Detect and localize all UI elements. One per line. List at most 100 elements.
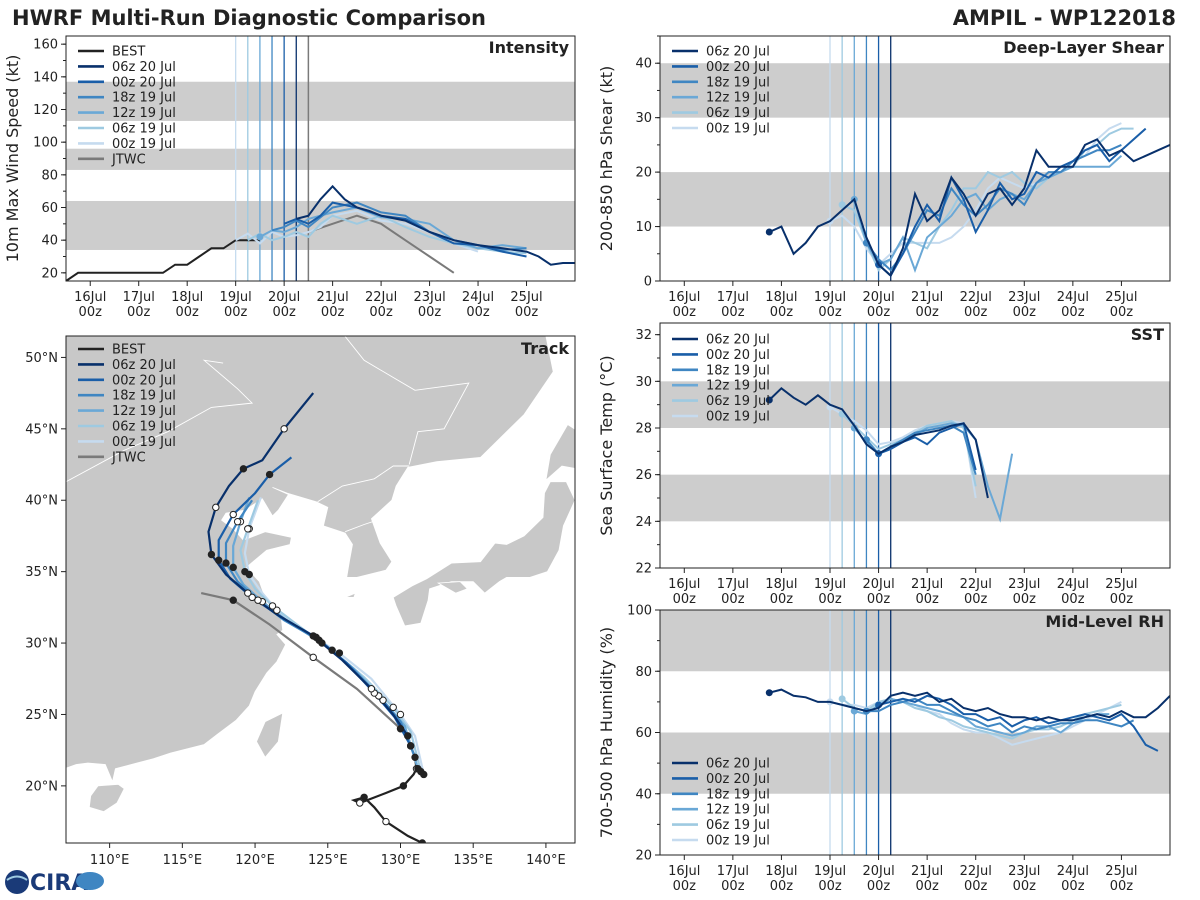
y-tick-label: 20 <box>635 166 652 181</box>
track-line-06z-20-jul <box>207 392 409 737</box>
x-tick-hour: 00z <box>1061 592 1085 607</box>
track-position-marker <box>229 596 237 604</box>
legend-entry: JTWC <box>111 152 146 167</box>
taiwan-land <box>256 712 284 759</box>
map-area <box>66 336 575 843</box>
series-line-06z-20-jul <box>768 138 1170 278</box>
y-axis-label: 700-500 hPa Humidity (%) <box>597 627 616 838</box>
x-tick-date: 24Jul <box>1057 577 1089 592</box>
y-tick-label: 80 <box>41 168 58 183</box>
x-tick-hour: 00z <box>770 305 794 320</box>
track-position-marker <box>411 753 419 762</box>
rh-panel: 2040608010016Jul00z17Jul00z18Jul00z19Jul… <box>597 604 1171 894</box>
track-position-marker <box>244 589 252 597</box>
y-tick-label: 26 <box>635 468 652 483</box>
track-position-marker <box>265 470 274 479</box>
x-tick-date: 17Jul <box>717 864 749 879</box>
legend-entry: 00z 20 Jul <box>706 348 770 363</box>
plot-area <box>660 610 1170 855</box>
init-marker <box>256 233 264 241</box>
series-line-06z-20-jul <box>296 184 575 266</box>
x-tick-hour: 00z <box>369 305 393 320</box>
x-tick-date: 25Jul <box>1105 577 1137 592</box>
panel-title: Mid-Level RH <box>1045 612 1164 631</box>
x-tick-hour: 00z <box>127 305 151 320</box>
y-tick-label: 20 <box>635 849 652 864</box>
track-position-marker <box>254 596 262 604</box>
x-tick-hour: 00z <box>176 305 200 320</box>
y-tick-label: 160 <box>33 38 58 53</box>
lat-tick-label: 40°N <box>25 494 58 509</box>
panel-title: Deep-Layer Shear <box>1003 38 1164 57</box>
x-tick-hour: 00z <box>964 879 988 894</box>
lon-tick-label: 135°E <box>453 853 493 868</box>
track-position-marker <box>396 725 405 733</box>
x-tick-hour: 00z <box>673 879 697 894</box>
plot-area <box>660 36 1170 281</box>
x-tick-hour: 00z <box>721 305 745 320</box>
y-tick-label: 120 <box>33 103 58 118</box>
x-tick-date: 23Jul <box>413 290 445 305</box>
track-position-marker <box>367 685 376 693</box>
series-line-00z-20-jul <box>878 694 1159 752</box>
legend-entry: BEST <box>112 343 145 358</box>
y-tick-label: 60 <box>635 726 652 741</box>
x-tick-hour: 00z <box>1110 305 1134 320</box>
init-marker <box>765 228 773 236</box>
x-tick-hour: 00z <box>1013 592 1037 607</box>
track-position-marker <box>396 710 405 719</box>
x-tick-hour: 00z <box>1061 879 1085 894</box>
legend-entry: 12z 19 Jul <box>706 379 770 394</box>
track-position-marker <box>222 559 230 567</box>
legend-entry: 06z 20 Jul <box>706 45 770 60</box>
x-tick-date: 20Jul <box>268 290 300 305</box>
x-tick-hour: 00z <box>673 305 697 320</box>
x-tick-date: 23Jul <box>1008 864 1040 879</box>
x-tick-hour: 00z <box>770 592 794 607</box>
track-position-marker <box>244 525 252 533</box>
x-tick-date: 21Jul <box>911 577 943 592</box>
jeju-land <box>345 592 357 598</box>
panel-title: Track <box>521 339 569 358</box>
plot-frame <box>659 322 1171 569</box>
x-tick-hour: 00z <box>867 305 891 320</box>
y-tick-label: 40 <box>41 234 58 249</box>
lon-tick-label: 115°E <box>163 853 203 868</box>
threshold-band <box>660 474 1170 522</box>
track-position-marker <box>335 649 344 657</box>
legend-entry: 12z 19 Jul <box>706 803 770 818</box>
legend-entry: 00z 19 Jul <box>706 410 770 425</box>
legend-entry: 12z 19 Jul <box>112 106 176 121</box>
x-tick-hour: 00z <box>418 305 442 320</box>
logo-cloud-icon <box>76 872 104 890</box>
y-axis-label: 200-850 hPa Shear (kt) <box>597 66 616 252</box>
hokkaido-land <box>545 423 575 482</box>
x-tick-date: 19Jul <box>220 290 252 305</box>
lat-tick-label: 45°N <box>25 422 58 437</box>
threshold-band <box>66 200 575 250</box>
x-tick-hour: 00z <box>721 592 745 607</box>
plot-area <box>660 323 1170 568</box>
legend-entry: 00z 20 Jul <box>706 60 770 75</box>
x-tick-date: 25Jul <box>1105 864 1137 879</box>
x-tick-hour: 00z <box>321 305 345 320</box>
track-position-marker <box>207 550 216 559</box>
threshold-band <box>660 381 1170 428</box>
y-axis-label: Sea Surface Temp (°C) <box>597 355 616 535</box>
border-vietnam <box>66 763 67 765</box>
sst-panel: 22242628303216Jul00z17Jul00z18Jul00z19Ju… <box>597 322 1171 607</box>
legend-entry: 12z 19 Jul <box>112 404 176 419</box>
lon-tick-label: 130°E <box>381 853 421 868</box>
panel-title: SST <box>1131 325 1164 344</box>
border-mongolia <box>66 359 254 483</box>
y-tick-label: 30 <box>635 111 652 126</box>
x-tick-hour: 00z <box>1110 592 1134 607</box>
x-tick-hour: 00z <box>1061 305 1085 320</box>
x-tick-date: 22Jul <box>365 290 397 305</box>
legend-entry: 18z 19 Jul <box>706 75 770 90</box>
track-panel: 110°E 115°E 120°E 125°E 130°E 135°E 140°E 20°N 2… <box>25 335 576 868</box>
lon-tick-label: 140°E <box>526 853 566 868</box>
x-tick-date: 19Jul <box>814 864 846 879</box>
x-tick-hour: 00z <box>466 305 490 320</box>
